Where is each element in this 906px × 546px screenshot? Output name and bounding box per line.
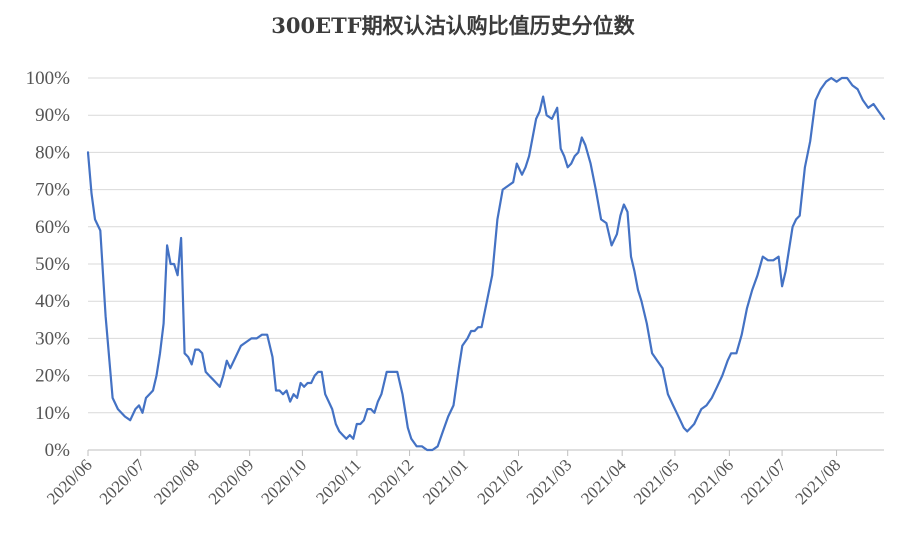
x-tick-label: 2020/12 [365,455,418,508]
y-tick-label: 40% [35,291,70,312]
x-tick-label: 2021/06 [684,455,737,508]
y-tick-label: 50% [35,254,70,275]
x-tick-label: 2020/10 [257,455,310,508]
y-tick-label: 60% [35,217,70,238]
y-axis-tick-labels: 0% 10% 20% 30% 40% 50% 60% 70% 80% 90% 100% [26,68,71,461]
x-tick-label: 2021/01 [419,455,472,508]
x-tick-label: 2021/04 [577,455,630,508]
x-axis [87,449,884,456]
x-tick-label: 2021/03 [523,455,576,508]
series-layer [86,76,886,452]
y-tick-label: 100% [26,68,71,89]
x-tick-label: 2020/11 [312,455,364,507]
y-tick-label: 30% [35,328,70,349]
x-tick-label: 2020/08 [150,455,203,508]
x-tick-label: 2021/02 [473,455,526,508]
gridlines [88,77,884,414]
chart-title: 300ETF期权认沽认购比值历史分位数 [271,13,635,38]
y-tick-label: 90% [35,105,70,126]
x-tick-label: 2020/06 [43,455,96,508]
y-tick-label: 70% [35,180,70,201]
x-axis-tick-labels: 2020/06 2020/07 2020/08 2020/09 2020/10 2020/… [43,455,844,508]
series-line [86,76,886,452]
x-tick-label: 2021/07 [737,455,790,508]
y-tick-label: 80% [35,142,70,163]
x-tick-label: 2021/08 [792,455,845,508]
x-tick-label: 2020/09 [205,455,258,508]
y-tick-label: 10% [35,403,70,424]
x-tick-label: 2021/05 [630,455,683,508]
y-tick-label: 20% [35,366,70,387]
x-tick-label: 2020/07 [96,455,149,508]
y-tick-label: 0% [45,440,71,461]
